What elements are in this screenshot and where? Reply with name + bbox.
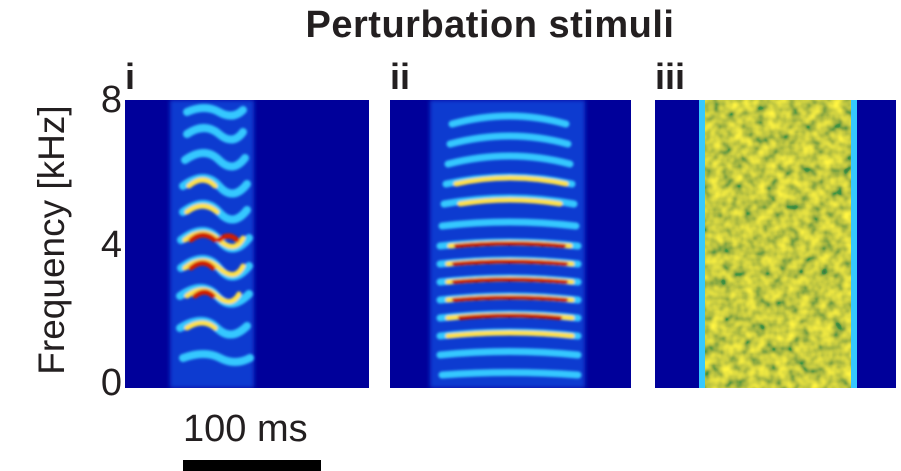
- y-tick-4: 4: [100, 224, 122, 266]
- spectrogram-panel-ii: [390, 100, 631, 388]
- y-tick-0: 0: [100, 362, 122, 404]
- spectrogram-panel-iii: [655, 100, 896, 388]
- spectrogram-ii-graphic: [390, 100, 631, 388]
- scale-bar: [183, 460, 321, 471]
- panel-label-i: i: [125, 56, 136, 97]
- panel-label-ii: ii: [390, 56, 411, 97]
- scale-bar-label: 100 ms: [183, 408, 308, 450]
- spectrogram-i-graphic: [125, 100, 369, 388]
- y-axis-label: Frequency [kHz]: [31, 105, 72, 375]
- spectrogram-panel-i: [125, 100, 369, 388]
- spectrogram-iii-graphic: [655, 100, 896, 388]
- figure-title: Perturbation stimuli: [305, 4, 675, 46]
- panel-label-iii: iii: [655, 56, 686, 97]
- y-tick-8: 8: [100, 79, 122, 121]
